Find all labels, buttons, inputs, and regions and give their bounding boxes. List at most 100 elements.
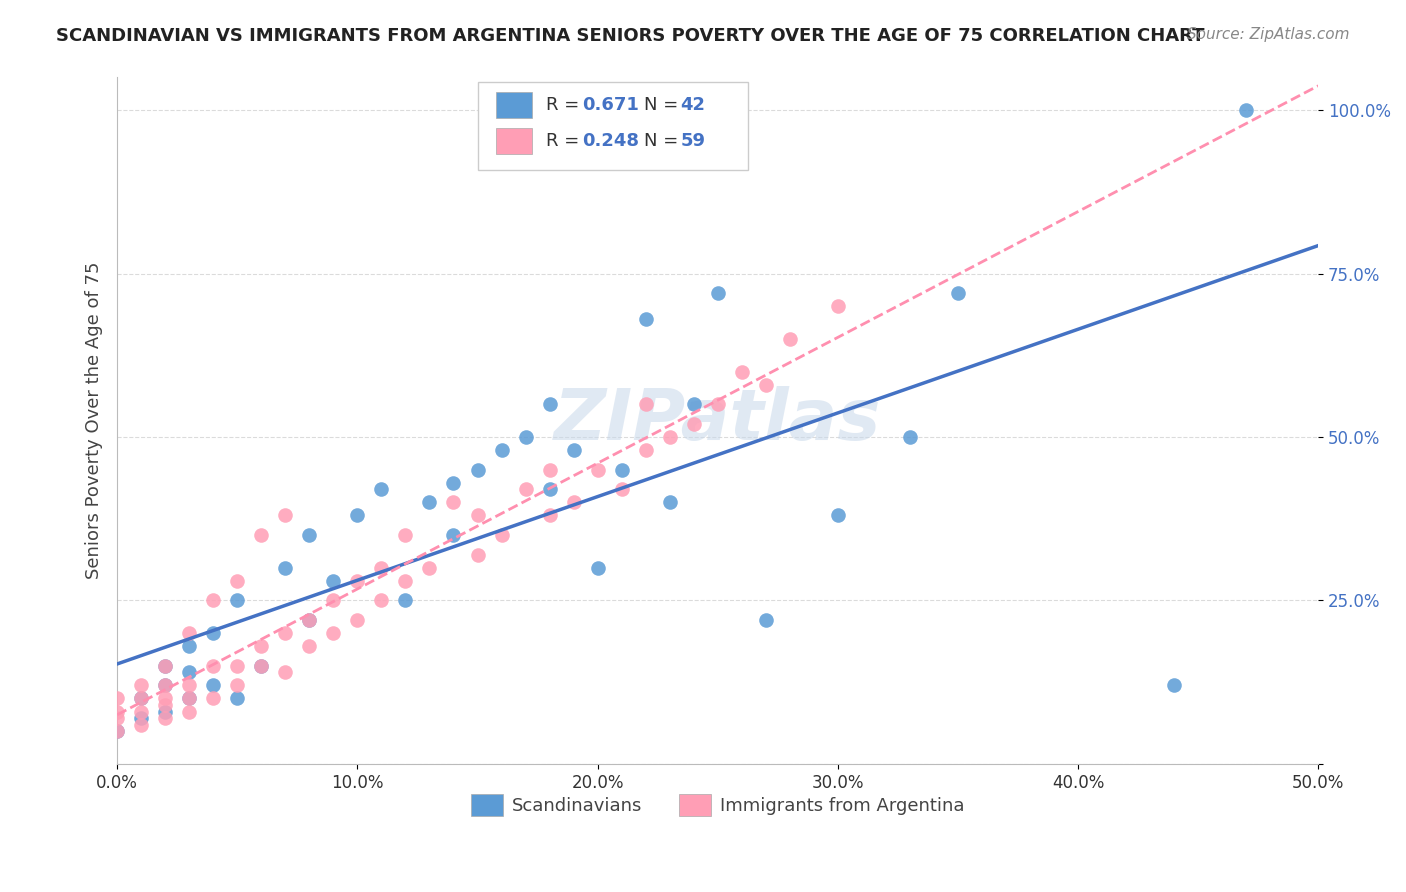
Point	[202, 626, 225, 640]
Point	[515, 430, 537, 444]
Point	[155, 711, 177, 725]
Text: 59: 59	[681, 132, 706, 150]
Point	[226, 658, 249, 673]
Point	[586, 463, 609, 477]
Point	[1234, 103, 1257, 117]
Point	[562, 443, 585, 458]
Point	[658, 495, 681, 509]
Point	[105, 724, 128, 739]
Point	[586, 560, 609, 574]
Point	[394, 593, 416, 607]
Y-axis label: Seniors Poverty Over the Age of 75: Seniors Poverty Over the Age of 75	[86, 262, 103, 580]
Point	[394, 574, 416, 588]
Point	[682, 417, 704, 431]
Point	[250, 528, 273, 542]
Point	[179, 678, 201, 692]
Point	[1163, 678, 1185, 692]
Text: 42: 42	[681, 96, 706, 114]
Point	[346, 574, 368, 588]
Point	[202, 691, 225, 706]
Point	[658, 430, 681, 444]
Point	[298, 639, 321, 653]
Point	[418, 495, 440, 509]
Point	[274, 508, 297, 523]
Point	[467, 463, 489, 477]
Point	[322, 593, 344, 607]
Legend: Scandinavians, Immigrants from Argentina: Scandinavians, Immigrants from Argentina	[464, 787, 972, 823]
Text: N =: N =	[644, 96, 685, 114]
Point	[827, 299, 849, 313]
Point	[202, 593, 225, 607]
Point	[346, 613, 368, 627]
FancyBboxPatch shape	[478, 82, 748, 170]
Point	[538, 508, 561, 523]
Point	[467, 508, 489, 523]
Text: Source: ZipAtlas.com: Source: ZipAtlas.com	[1187, 27, 1350, 42]
Point	[179, 691, 201, 706]
Point	[179, 626, 201, 640]
Point	[610, 483, 633, 497]
Text: R =: R =	[546, 132, 585, 150]
Point	[443, 475, 465, 490]
Point	[682, 397, 704, 411]
Point	[274, 626, 297, 640]
Point	[562, 495, 585, 509]
Point	[946, 286, 969, 301]
Point	[226, 678, 249, 692]
Point	[250, 639, 273, 653]
Text: 0.671: 0.671	[582, 96, 638, 114]
Point	[129, 678, 152, 692]
Point	[467, 548, 489, 562]
Point	[105, 711, 128, 725]
FancyBboxPatch shape	[495, 128, 531, 153]
Point	[226, 691, 249, 706]
Point	[443, 528, 465, 542]
Point	[634, 397, 657, 411]
Point	[129, 705, 152, 719]
Point	[418, 560, 440, 574]
Point	[706, 397, 728, 411]
Point	[370, 560, 392, 574]
Point	[155, 678, 177, 692]
Text: ZIPatlas: ZIPatlas	[554, 386, 882, 455]
Point	[274, 560, 297, 574]
Point	[179, 665, 201, 680]
Point	[370, 483, 392, 497]
Point	[731, 365, 754, 379]
Point	[538, 463, 561, 477]
Point	[538, 483, 561, 497]
Point	[179, 691, 201, 706]
Point	[898, 430, 921, 444]
Point	[105, 724, 128, 739]
Point	[250, 658, 273, 673]
Point	[298, 613, 321, 627]
Point	[322, 626, 344, 640]
Point	[105, 691, 128, 706]
Point	[129, 691, 152, 706]
Point	[179, 705, 201, 719]
Point	[179, 639, 201, 653]
Point	[202, 658, 225, 673]
Point	[322, 574, 344, 588]
Point	[250, 658, 273, 673]
Point	[202, 678, 225, 692]
Point	[274, 665, 297, 680]
Text: R =: R =	[546, 96, 585, 114]
Point	[226, 574, 249, 588]
Point	[515, 483, 537, 497]
Point	[755, 613, 778, 627]
Point	[105, 705, 128, 719]
Point	[755, 377, 778, 392]
Point	[155, 678, 177, 692]
Point	[155, 691, 177, 706]
Point	[779, 332, 801, 346]
Point	[491, 528, 513, 542]
Text: SCANDINAVIAN VS IMMIGRANTS FROM ARGENTINA SENIORS POVERTY OVER THE AGE OF 75 COR: SCANDINAVIAN VS IMMIGRANTS FROM ARGENTIN…	[56, 27, 1205, 45]
Text: N =: N =	[644, 132, 685, 150]
Point	[129, 717, 152, 731]
Point	[706, 286, 728, 301]
Point	[634, 443, 657, 458]
Point	[155, 705, 177, 719]
Text: 0.248: 0.248	[582, 132, 638, 150]
Point	[491, 443, 513, 458]
